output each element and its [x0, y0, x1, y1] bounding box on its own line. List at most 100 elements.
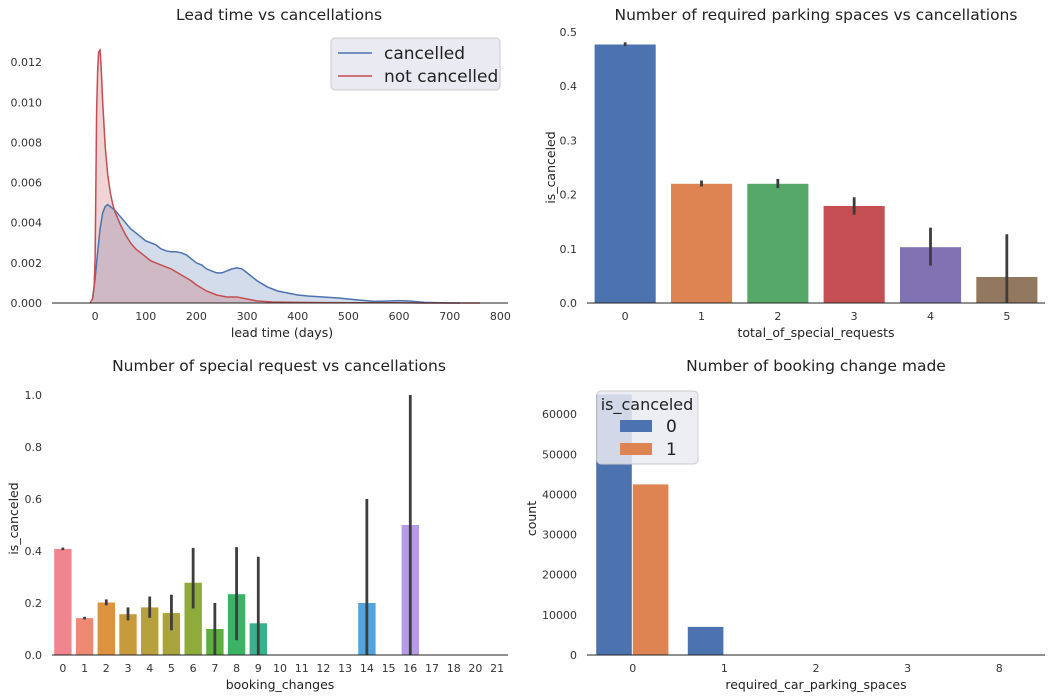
- x-tick-label: 2: [103, 662, 110, 675]
- x-tick-label: 17: [425, 662, 439, 675]
- kde-area-1: [90, 50, 481, 303]
- bar: [632, 484, 669, 655]
- chart-title: Number of special request vs cancellatio…: [112, 357, 446, 375]
- x-tick-label: 5: [168, 662, 175, 675]
- bar: [75, 618, 94, 655]
- x-tick-label: 12: [316, 662, 330, 675]
- bar: [747, 183, 809, 303]
- panel-special-requests: Number of required parking spaces vs can…: [543, 6, 1045, 340]
- y-tick-label: 50000: [542, 448, 577, 461]
- x-tick-label: 5: [1003, 310, 1010, 323]
- y-tick-label: 0: [570, 649, 577, 662]
- x-tick-label: 0: [622, 310, 629, 323]
- y-tick-label: 0.0: [25, 649, 43, 662]
- bar: [671, 183, 733, 303]
- x-tick-label: 0: [629, 662, 636, 675]
- x-tick-label: 500: [338, 310, 359, 323]
- y-tick-label: 0.5: [560, 26, 578, 39]
- y-tick-label: 0.3: [560, 134, 578, 147]
- chart-title: Lead time vs cancellations: [176, 6, 382, 24]
- x-tick-label: 0: [59, 662, 66, 675]
- bar: [823, 206, 885, 303]
- kde-area-0: [92, 204, 460, 303]
- x-tick-label: 0: [92, 310, 99, 323]
- y-tick-label: 10000: [542, 609, 577, 622]
- legend-label: 0: [666, 417, 677, 437]
- y-tick-label: 0.004: [11, 217, 43, 230]
- kde-line-1: [89, 48, 481, 304]
- legend-swatch: [620, 420, 652, 432]
- bar: [97, 602, 115, 655]
- x-tick-label: 7: [211, 662, 218, 675]
- x-axis-label: required_car_parking_spaces: [725, 677, 906, 692]
- x-tick-label: 11: [295, 662, 309, 675]
- y-tick-label: 0.012: [11, 56, 43, 69]
- x-tick-label: 20: [468, 662, 482, 675]
- y-tick-label: 0.006: [11, 177, 43, 190]
- legend-label: not cancelled: [384, 67, 498, 87]
- x-tick-label: 3: [904, 662, 911, 675]
- y-tick-label: 0.2: [25, 597, 43, 610]
- x-tick-label: 700: [439, 310, 460, 323]
- y-tick-label: 0.8: [25, 441, 43, 454]
- bar: [594, 44, 656, 303]
- y-tick-label: 0.6: [25, 493, 43, 506]
- y-tick-label: 0.4: [560, 80, 578, 93]
- x-tick-label: 200: [186, 310, 207, 323]
- legend-box: [330, 37, 501, 91]
- panel-booking-changes: Number of special request vs cancellatio…: [6, 357, 508, 692]
- x-tick-label: 1: [721, 662, 728, 675]
- x-tick-label: 18: [447, 662, 461, 675]
- panel-parking-count: Number of booking change made 0 1 2 3 8 0 10000…: [524, 357, 1045, 692]
- x-tick-label: 3: [125, 662, 132, 675]
- bar: [162, 613, 181, 655]
- y-tick-label: 60000: [542, 408, 577, 421]
- bar: [119, 614, 137, 655]
- x-tick-label: 400: [287, 310, 308, 323]
- y-tick-label: 30000: [542, 529, 577, 542]
- y-axis-label: is_canceled: [6, 482, 21, 554]
- x-tick-label: 21: [490, 662, 504, 675]
- x-tick-label: 2: [774, 310, 781, 323]
- y-axis-label: count: [524, 501, 539, 536]
- legend-title: is_canceled: [601, 395, 694, 415]
- x-tick-label: 13: [338, 662, 352, 675]
- legend-swatch: [620, 443, 652, 455]
- x-tick-label: 100: [135, 310, 156, 323]
- x-tick-label: 8: [233, 662, 240, 675]
- x-axis-label: lead time (days): [231, 325, 333, 340]
- bar: [184, 582, 202, 655]
- y-tick-label: 0.2: [560, 189, 578, 202]
- x-axis-label: booking_changes: [226, 677, 335, 692]
- bar: [687, 626, 724, 655]
- y-tick-label: 0.002: [11, 257, 43, 270]
- y-tick-label: 0.0: [560, 297, 578, 310]
- y-tick-label: 0.1: [560, 243, 578, 256]
- y-tick-label: 40000: [542, 488, 577, 501]
- x-axis-label: total_of_special_requests: [737, 325, 894, 340]
- x-tick-label: 1: [698, 310, 705, 323]
- x-tick-label: 800: [490, 310, 511, 323]
- x-tick-label: 16: [403, 662, 417, 675]
- x-tick-label: 9: [255, 662, 262, 675]
- chart-title: Number of booking change made: [686, 357, 946, 375]
- y-tick-label: 20000: [542, 569, 577, 582]
- x-tick-label: 4: [927, 310, 934, 323]
- x-tick-label: 10: [273, 662, 287, 675]
- y-tick-label: 1.0: [25, 389, 43, 402]
- legend: cancelled not cancelled: [330, 37, 501, 91]
- x-tick-label: 8: [996, 662, 1003, 675]
- bar: [54, 548, 72, 655]
- y-tick-label: 0.010: [11, 96, 43, 109]
- chart-title: Number of required parking spaces vs can…: [615, 6, 1018, 24]
- kde-line-0: [91, 203, 460, 304]
- panel-lead-time: Lead time vs cancellations 0 100 200 300 400 5…: [11, 6, 511, 340]
- x-tick-label: 14: [360, 662, 374, 675]
- x-tick-label: 6: [190, 662, 197, 675]
- x-tick-label: 4: [146, 662, 153, 675]
- legend-label: 1: [666, 440, 677, 460]
- bar: [141, 607, 159, 655]
